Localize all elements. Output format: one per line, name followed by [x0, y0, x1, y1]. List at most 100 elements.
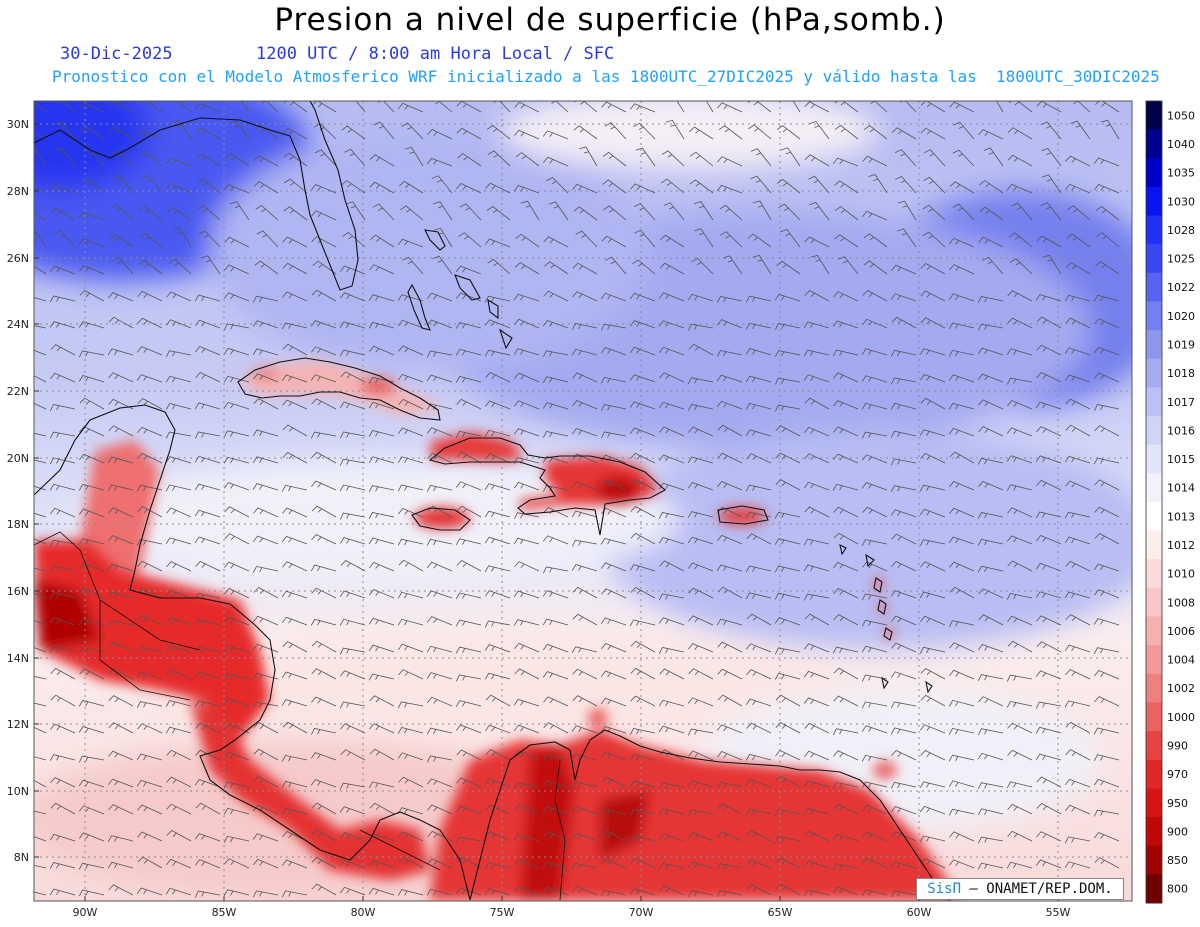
wind-barb — [224, 264, 250, 275]
wind-barb — [687, 293, 714, 302]
wind-barb — [253, 507, 279, 518]
wind-barb — [79, 102, 105, 113]
wind-barb — [369, 345, 395, 356]
wind-barb — [977, 538, 1004, 546]
wind-barb — [166, 749, 192, 761]
colorbar-label: 1004 — [1167, 654, 1195, 667]
colorbar-swatch — [1146, 874, 1162, 904]
wind-barb — [861, 348, 888, 356]
wind-barb — [774, 377, 801, 385]
wind-barb — [948, 427, 975, 437]
wind-barb — [895, 176, 917, 194]
wind-barb — [803, 538, 830, 546]
colorbar-label: 1018 — [1167, 367, 1195, 380]
wind-barb — [774, 617, 801, 626]
wind-barb — [515, 152, 540, 167]
wind-barb — [1035, 562, 1062, 572]
wind-barb — [658, 782, 685, 790]
wind-barb — [487, 258, 511, 275]
wind-barb — [136, 887, 163, 896]
wind-barb — [108, 535, 134, 545]
wind-barb — [809, 201, 830, 221]
wind-barb — [1093, 647, 1120, 655]
wind-barb — [368, 485, 395, 493]
wind-barb — [1035, 726, 1062, 734]
credit-box: SisΠ – ONAMET/REP.DOM. — [916, 878, 1124, 900]
wind-barb — [897, 200, 917, 221]
wind-barb — [513, 185, 540, 194]
wind-barb — [1009, 232, 1033, 248]
wind-barb — [948, 322, 975, 330]
wind-barb — [281, 699, 308, 707]
wind-barb — [717, 452, 743, 464]
wind-barb — [341, 125, 366, 140]
wind-barb — [688, 668, 714, 680]
wind-barb — [717, 156, 743, 167]
wind-barb — [688, 832, 714, 842]
wind-barb — [197, 204, 221, 221]
wind-barb — [630, 857, 656, 869]
wind-barb — [397, 319, 424, 329]
wind-barb — [542, 402, 569, 410]
wind-barb — [136, 538, 163, 546]
wind-barb — [253, 858, 279, 869]
colorbar-label: 1012 — [1167, 539, 1195, 552]
wind-barb — [1065, 262, 1091, 275]
wind-barb — [603, 205, 627, 221]
wind-barb — [775, 694, 801, 707]
wind-barb — [229, 201, 250, 221]
wind-barb — [542, 671, 569, 680]
wind-barb — [600, 751, 627, 761]
wind-barb — [747, 233, 772, 248]
wind-barb — [1065, 721, 1091, 734]
wind-barb — [803, 780, 830, 788]
wind-barb — [572, 586, 598, 599]
wind-barb — [1006, 348, 1033, 356]
wind-barb — [1040, 121, 1062, 140]
wind-barb — [1007, 317, 1033, 329]
wind-barb — [776, 260, 801, 275]
wind-barb — [688, 426, 714, 437]
wind-barb — [978, 399, 1004, 410]
wind-barb — [775, 425, 801, 437]
colorbar-swatch — [1146, 158, 1162, 188]
wind-barb — [1009, 258, 1033, 275]
wind-barb — [919, 508, 946, 518]
wind-barb — [809, 120, 830, 140]
wind-barb — [542, 320, 569, 329]
wind-barb — [572, 262, 598, 275]
wind-barb — [719, 231, 743, 248]
wind-barb — [513, 782, 540, 790]
wind-barb — [833, 614, 859, 626]
colorbar-label: 1028 — [1167, 224, 1195, 237]
wind-barb — [1064, 591, 1091, 599]
wind-barb — [426, 645, 453, 653]
wind-barb — [340, 371, 366, 383]
wind-barb — [108, 695, 134, 707]
wind-barb — [282, 127, 308, 140]
wind-barb — [136, 779, 163, 788]
wind-barb — [601, 507, 627, 518]
wind-barb — [1094, 479, 1120, 491]
wind-barb — [107, 484, 134, 492]
wind-barb — [281, 322, 308, 330]
wind-barb — [166, 776, 192, 788]
wind-barb — [397, 538, 424, 546]
wind-barb — [804, 722, 830, 734]
forecast-info: Pronostico con el Modelo Atmosferico WRF… — [52, 67, 1160, 86]
wind-barb — [774, 293, 801, 302]
wind-barb — [310, 752, 337, 761]
lon-label: 65W — [768, 906, 793, 919]
wind-barb — [920, 127, 946, 140]
wind-barb — [977, 373, 1004, 383]
wind-barb — [775, 452, 801, 464]
wind-barb — [312, 260, 337, 275]
wind-barb — [542, 780, 569, 788]
wind-barb — [456, 560, 482, 572]
wind-barb — [165, 157, 192, 167]
wind-barb — [223, 482, 250, 491]
wind-barb — [920, 317, 946, 329]
wind-barb — [665, 119, 685, 140]
wind-barb — [108, 316, 134, 329]
wind-barb — [920, 668, 946, 680]
